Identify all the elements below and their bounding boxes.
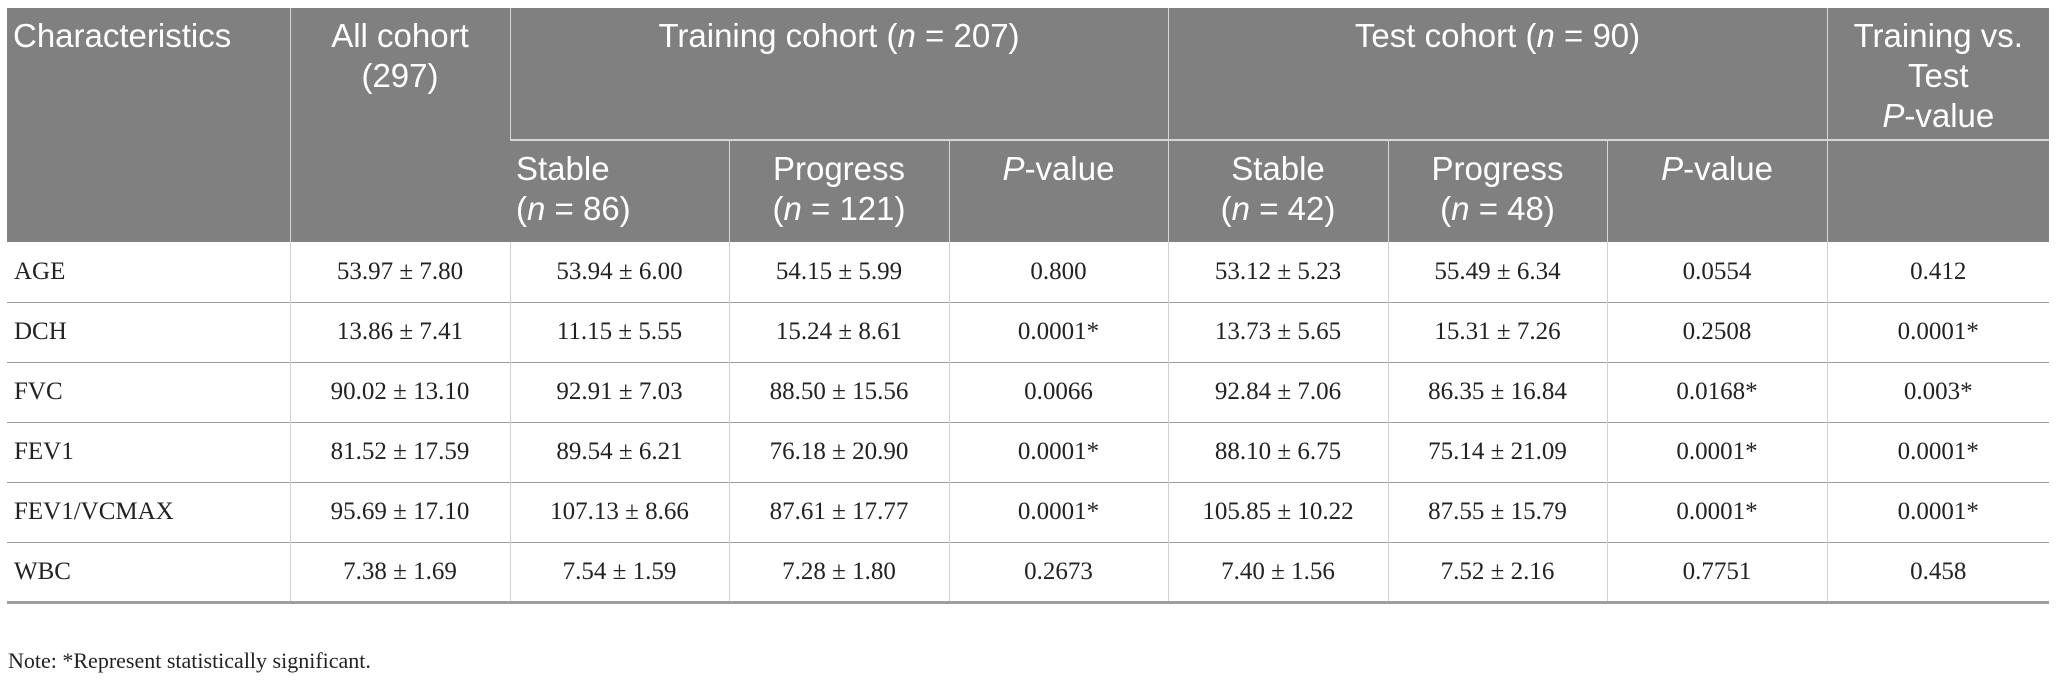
cell-test-stable: 92.84 ± 7.06 xyxy=(1167,361,1389,422)
cell-training-p-value: 0.2673 xyxy=(948,541,1169,604)
cell-training-stable: 89.54 ± 6.21 xyxy=(509,421,729,482)
cell-training-vs-test: 0.0001* xyxy=(1826,481,2050,542)
cell-test-p-value: 0.0554 xyxy=(1606,242,1828,302)
header-test-p-value: P-value xyxy=(1606,139,1828,242)
cell-all-cohort: 81.52 ± 17.59 xyxy=(289,421,510,482)
data-table-container: Characteristics All cohort (297) Training… xyxy=(7,8,2050,604)
cell-training-p-value: 0.800 xyxy=(948,242,1169,302)
row-label: FEV1 xyxy=(7,421,290,482)
header-row-2: Stable (n = 86) Progress (n = 121) P-value… xyxy=(7,139,2050,242)
cell-all-cohort: 13.86 ± 7.41 xyxy=(289,301,510,362)
cell-test-p-value: 0.2508 xyxy=(1606,301,1828,362)
header-all-cohort: All cohort (297) xyxy=(289,8,510,242)
cell-training-p-value: 0.0001* xyxy=(948,301,1169,362)
cell-training-vs-test: 0.003* xyxy=(1826,361,2050,422)
table-row: DCH 13.86 ± 7.41 11.15 ± 5.55 15.24 ± 8.… xyxy=(7,301,2050,362)
cell-test-p-value: 0.0168* xyxy=(1606,361,1828,422)
row-label: DCH xyxy=(7,301,290,362)
cell-test-stable: 53.12 ± 5.23 xyxy=(1167,242,1389,302)
cell-test-stable: 13.73 ± 5.65 xyxy=(1167,301,1389,362)
header-characteristics: Characteristics xyxy=(7,8,290,242)
header-test-progress: Progress (n = 48) xyxy=(1387,139,1608,242)
cell-test-stable: 7.40 ± 1.56 xyxy=(1167,541,1389,604)
table-header: Characteristics All cohort (297) Training… xyxy=(7,8,2050,242)
cell-test-progress: 87.55 ± 15.79 xyxy=(1387,481,1608,542)
cell-test-p-value: 0.0001* xyxy=(1606,481,1828,542)
cell-all-cohort: 53.97 ± 7.80 xyxy=(289,242,510,302)
cell-test-stable: 88.10 ± 6.75 xyxy=(1167,421,1389,482)
cell-training-p-value: 0.0001* xyxy=(948,421,1169,482)
cell-training-p-value: 0.0001* xyxy=(948,481,1169,542)
table-row: FEV1/VCMAX 95.69 ± 17.10 107.13 ± 8.66 8… xyxy=(7,481,2050,542)
header-training-vs-test: Training vs. Test P-value xyxy=(1826,8,2050,140)
cell-test-p-value: 0.0001* xyxy=(1606,421,1828,482)
header-test-cohort: Test cohort (n = 90) xyxy=(1167,8,1828,140)
header-training-progress: Progress (n = 121) xyxy=(728,139,949,242)
cell-all-cohort: 95.69 ± 17.10 xyxy=(289,481,510,542)
cell-training-stable: 11.15 ± 5.55 xyxy=(509,301,729,362)
cell-training-progress: 88.50 ± 15.56 xyxy=(728,361,949,422)
table-row: WBC 7.38 ± 1.69 7.54 ± 1.59 7.28 ± 1.80 … xyxy=(7,541,2050,604)
cell-training-vs-test: 0.412 xyxy=(1826,242,2050,302)
table-row: AGE 53.97 ± 7.80 53.94 ± 6.00 54.15 ± 5.… xyxy=(7,242,2050,302)
cell-training-vs-test: 0.0001* xyxy=(1826,421,2050,482)
cell-training-stable: 107.13 ± 8.66 xyxy=(509,481,729,542)
cell-training-progress: 7.28 ± 1.80 xyxy=(728,541,949,604)
header-test-stable: Stable (n = 42) xyxy=(1167,139,1389,242)
row-label: WBC xyxy=(7,541,290,604)
header-row-1: Characteristics All cohort (297) Training… xyxy=(7,8,2050,242)
cell-training-progress: 15.24 ± 8.61 xyxy=(728,301,949,362)
cell-all-cohort: 90.02 ± 13.10 xyxy=(289,361,510,422)
cell-test-stable: 105.85 ± 10.22 xyxy=(1167,481,1389,542)
cell-training-stable: 7.54 ± 1.59 xyxy=(509,541,729,604)
cell-training-vs-test: 0.458 xyxy=(1826,541,2050,604)
table-row: FVC 90.02 ± 13.10 92.91 ± 7.03 88.50 ± 1… xyxy=(7,361,2050,422)
cell-training-progress: 54.15 ± 5.99 xyxy=(728,242,949,302)
table-row: FEV1 81.52 ± 17.59 89.54 ± 6.21 76.18 ± … xyxy=(7,421,2050,482)
cell-training-progress: 87.61 ± 17.77 xyxy=(728,481,949,542)
header-training-stable: Stable (n = 86) xyxy=(510,139,729,242)
cell-test-p-value: 0.7751 xyxy=(1606,541,1828,604)
header-training-p-value: P-value xyxy=(948,139,1169,242)
cell-training-stable: 53.94 ± 6.00 xyxy=(509,242,729,302)
table-footnote: Note: *Represent statistically significa… xyxy=(8,648,371,673)
cell-test-progress: 15.31 ± 7.26 xyxy=(1387,301,1608,362)
header-training-cohort: Training cohort (n = 207) xyxy=(509,8,1169,140)
row-label: AGE xyxy=(14,257,66,285)
cell-test-progress: 7.52 ± 2.16 xyxy=(1387,541,1608,604)
cell-training-progress: 76.18 ± 20.90 xyxy=(728,421,949,482)
cell-training-stable: 92.91 ± 7.03 xyxy=(509,361,729,422)
cell-all-cohort: 7.38 ± 1.69 xyxy=(289,541,510,604)
cohort-characteristics-table: Characteristics All cohort (297) Training… xyxy=(7,8,2050,604)
cell-test-progress: 75.14 ± 21.09 xyxy=(1387,421,1608,482)
row-label: FEV1/VCMAX xyxy=(7,481,290,542)
cell-test-progress: 86.35 ± 16.84 xyxy=(1387,361,1608,422)
cell-test-progress: 55.49 ± 6.34 xyxy=(1387,242,1608,302)
header-empty-cell xyxy=(1826,139,2050,242)
row-label: FVC xyxy=(7,361,290,422)
cell-training-p-value: 0.0066 xyxy=(948,361,1169,422)
table-body: AGE 53.97 ± 7.80 53.94 ± 6.00 54.15 ± 5.… xyxy=(7,242,2050,604)
cell-training-vs-test: 0.0001* xyxy=(1826,301,2050,362)
